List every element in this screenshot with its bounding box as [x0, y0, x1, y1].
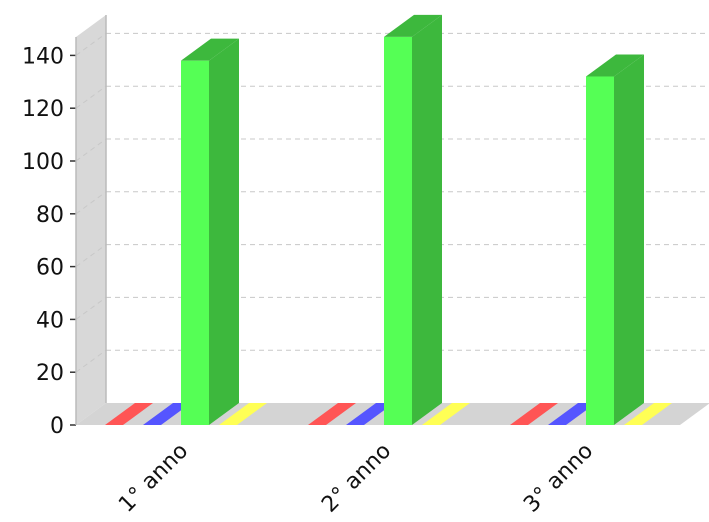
bar-2-2-side — [614, 54, 644, 426]
y-tick-label: 100 — [22, 150, 64, 175]
x-tick-label: 2° anno — [317, 439, 396, 518]
y-tick-label: 120 — [22, 97, 64, 122]
bar-1-2-side — [412, 14, 442, 425]
bar-0-2-top — [181, 38, 239, 61]
bar-0-2-side — [209, 38, 239, 426]
left-wall — [76, 15, 106, 425]
y-tick-label: 140 — [22, 44, 64, 69]
y-tick-label: 60 — [36, 256, 64, 281]
bar-2-3-flat — [624, 403, 672, 425]
bar-2-2-front — [586, 76, 614, 426]
bar-1-0-flat — [308, 403, 356, 425]
bar-1-1-flat — [346, 403, 394, 425]
y-tick-label: 40 — [36, 308, 64, 333]
bar-0-3-flat — [219, 403, 267, 425]
bar-1-2-front — [384, 36, 412, 426]
bar-0-1-flat — [143, 403, 191, 425]
grid-line-diag — [75, 138, 107, 162]
y-tick-label: 20 — [36, 361, 64, 386]
x-tick-label: 1° anno — [114, 439, 193, 518]
grid-line-diag — [75, 349, 107, 373]
bar-0-2-front — [181, 60, 209, 426]
bar-2-2-top — [586, 54, 644, 77]
bar-2-0-flat — [510, 403, 558, 425]
bar-1-2-top — [384, 14, 442, 37]
y-tick-label: 80 — [36, 203, 64, 228]
grid-line-diag — [75, 191, 107, 215]
bar-0-0-flat — [105, 403, 153, 425]
bar-1-3-flat — [422, 403, 470, 425]
grid-line-diag — [75, 32, 107, 56]
bar-2-1-flat — [548, 403, 596, 425]
grid-line-diag — [75, 296, 107, 320]
x-tick-label: 3° anno — [519, 439, 598, 518]
grid-line-diag — [75, 85, 107, 109]
grid-line-diag — [75, 244, 107, 268]
y-tick-label: 0 — [50, 414, 64, 439]
